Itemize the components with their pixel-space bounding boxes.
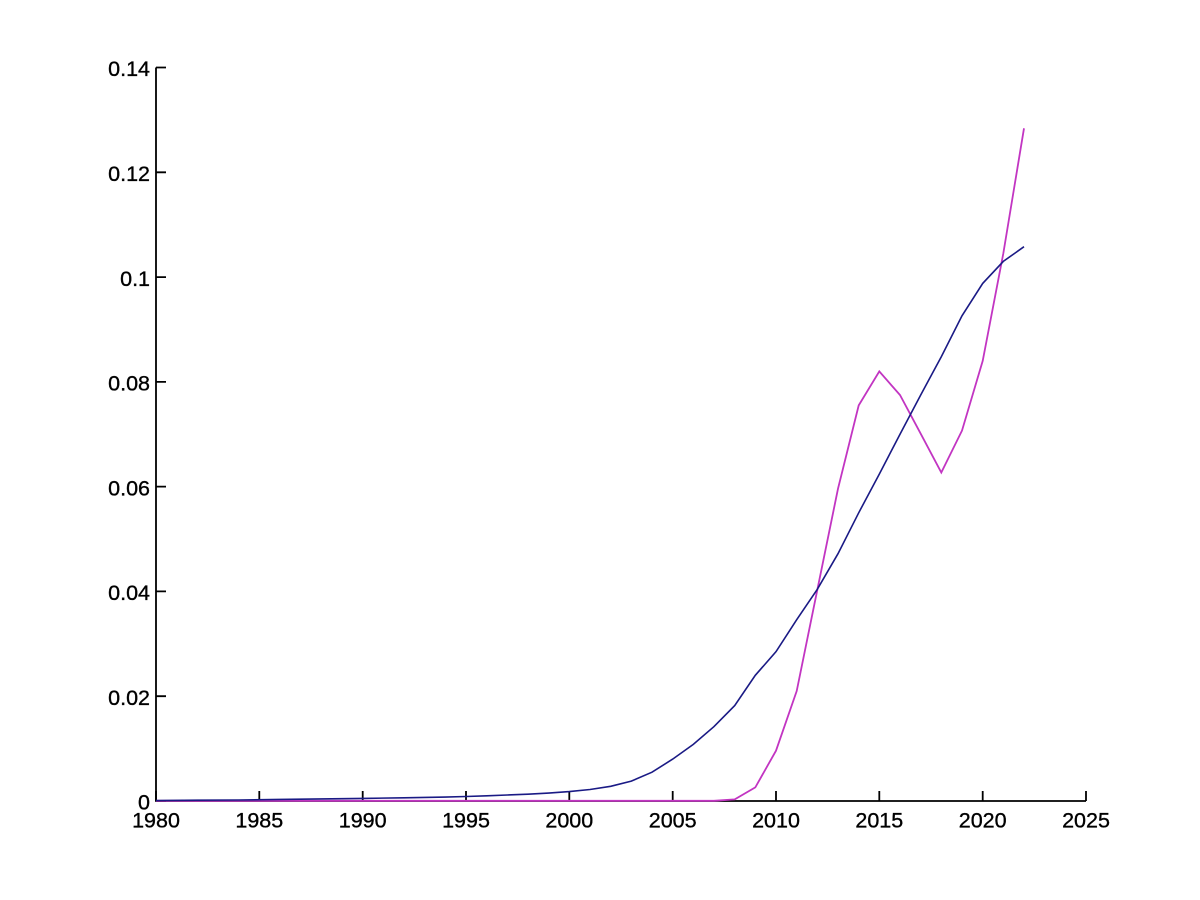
svg-text:2020: 2020 [959,809,1007,833]
svg-text:1995: 1995 [442,809,490,833]
svg-text:0.02: 0.02 [108,686,150,710]
svg-text:2025: 2025 [1062,809,1110,833]
svg-text:2015: 2015 [855,809,903,833]
svg-text:2000: 2000 [545,809,593,833]
svg-text:0.12: 0.12 [108,162,150,186]
svg-text:0.08: 0.08 [108,372,150,396]
svg-text:0.1: 0.1 [120,267,150,291]
svg-text:0.06: 0.06 [108,476,150,500]
svg-text:1985: 1985 [235,809,283,833]
svg-text:2010: 2010 [752,809,800,833]
svg-text:0: 0 [138,791,150,815]
svg-text:2005: 2005 [649,809,697,833]
svg-text:1990: 1990 [339,809,387,833]
svg-text:0.14: 0.14 [108,57,150,81]
svg-text:1980: 1980 [132,809,180,833]
svg-text:0.04: 0.04 [108,581,150,605]
